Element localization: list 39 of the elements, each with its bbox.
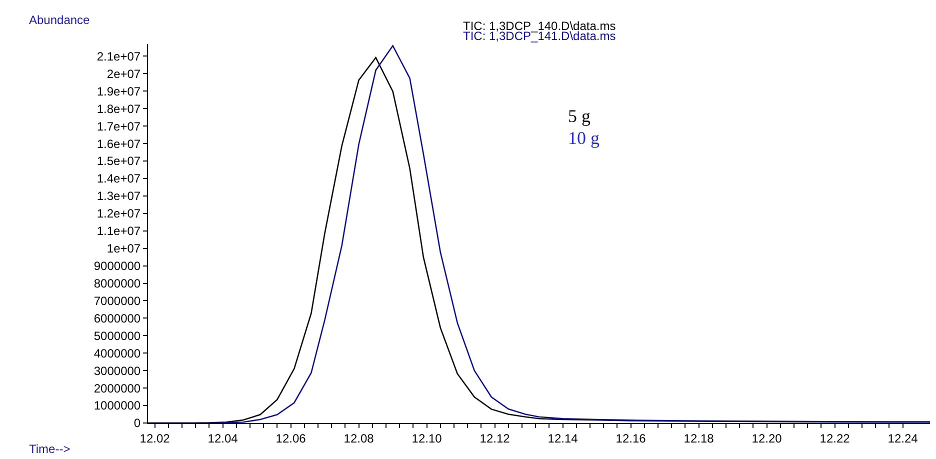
text: TIC: 1,3DCP_140.D\data.ms xyxy=(463,19,616,33)
y-tick-label: 1.7e+07 xyxy=(96,119,141,134)
y-tick-label: 2000000 xyxy=(94,381,141,396)
y-tick-label: 3000000 xyxy=(94,364,141,378)
x-tick-label: 12.12 xyxy=(480,431,510,446)
x-tick-label: 12.24 xyxy=(888,431,918,446)
y-tick-label: 6000000 xyxy=(94,311,141,326)
x-tick-label: 12.10 xyxy=(412,431,442,446)
y-tick-label: 1.6e+07 xyxy=(96,136,141,151)
y-tick-label: 1.8e+07 xyxy=(96,102,141,116)
x-tick-label: 12.14 xyxy=(548,431,578,446)
x-tick-label: 12.22 xyxy=(820,431,850,446)
y-tick-label: 1.5e+07 xyxy=(96,154,141,168)
y-tick-label: 1.3e+07 xyxy=(96,189,141,204)
y-axis-title: Abundance xyxy=(29,13,90,27)
x-tick-label: 12.20 xyxy=(752,431,782,446)
y-tick-label: 5000000 xyxy=(94,328,141,343)
y-tick-label: 1.4e+07 xyxy=(96,172,141,186)
x-tick-label: 12.04 xyxy=(208,431,238,446)
y-tick-label: 1.1e+07 xyxy=(96,224,141,238)
y-tick-label: 8000000 xyxy=(94,276,141,290)
x-tick-label: 12.08 xyxy=(344,431,374,446)
y-tick-label: 4000000 xyxy=(94,346,141,360)
y-tick-label: 1e+07 xyxy=(106,242,141,256)
y-tick-label: 2e+07 xyxy=(106,66,141,81)
y-tick-label: 1000000 xyxy=(94,398,141,413)
annotation: 5 g xyxy=(568,106,590,126)
x-tick-label: 12.06 xyxy=(276,431,306,446)
y-tick-label: 9000000 xyxy=(94,259,141,274)
annotation: 10 g xyxy=(568,128,600,148)
x-axis-title: Time--> xyxy=(29,442,70,456)
y-tick-label: 7000000 xyxy=(94,294,141,308)
y-tick-label: 1.2e+07 xyxy=(96,206,141,221)
y-tick-label: 1.9e+07 xyxy=(96,84,141,98)
y-tick-label: 0 xyxy=(134,416,141,430)
x-tick-label: 12.16 xyxy=(616,431,646,446)
x-tick-label: 12.18 xyxy=(684,431,714,446)
x-tick-label: 12.02 xyxy=(140,431,170,446)
y-tick-label: 2.1e+07 xyxy=(96,49,141,64)
